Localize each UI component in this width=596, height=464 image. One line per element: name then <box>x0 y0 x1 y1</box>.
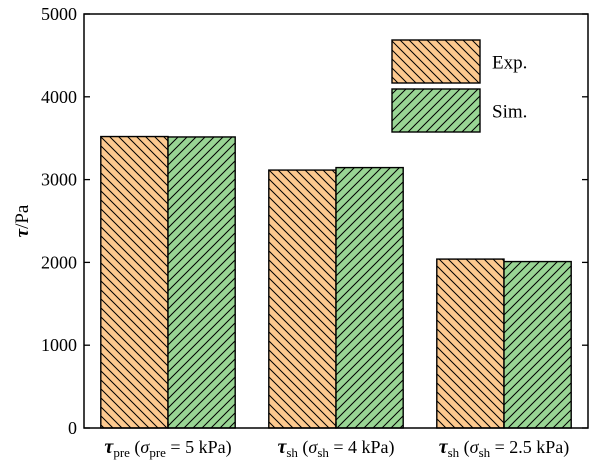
bar-sim-1 <box>167 136 236 429</box>
y-axis-title-unit: /Pa <box>12 204 33 229</box>
x-tick-label-3: τsh (σsh = 2.5 kPa) <box>439 436 570 460</box>
x-tick-label-1: τpre (σpre = 5 kPa) <box>104 436 231 460</box>
legend-label: Exp. <box>492 53 527 74</box>
y-tick-label: 5000 <box>41 4 77 24</box>
y-tick-label: 2000 <box>41 252 77 272</box>
y-tick-label: 4000 <box>41 87 77 107</box>
y-tick-label: 0 <box>68 418 77 438</box>
bar-exp-2 <box>268 169 337 429</box>
bar-sim-3 <box>503 260 572 429</box>
bar-exp-3 <box>436 258 505 429</box>
y-axis-title-symbol: τ <box>12 228 33 237</box>
legend-label: Sim. <box>492 102 527 123</box>
y-axis-title: τ/Pa <box>12 204 33 237</box>
y-tick-label: 3000 <box>41 170 77 190</box>
bars-layer <box>100 135 572 429</box>
legend-item-exp: Exp. <box>391 39 527 84</box>
y-axis: 0 1000 2000 3000 4000 5000 <box>41 4 588 438</box>
legend: Exp. Sim. <box>391 39 527 133</box>
bar-sim-2 <box>335 166 404 429</box>
y-tick-label: 1000 <box>41 335 77 355</box>
legend-item-sim: Sim. <box>391 88 527 133</box>
x-tick-label-2: τsh (σsh = 4 kPa) <box>277 436 394 460</box>
x-axis: τpre (σpre = 5 kPa) τsh (σsh = 4 kPa) τsh … <box>104 422 569 460</box>
bar-exp-1 <box>100 135 169 429</box>
